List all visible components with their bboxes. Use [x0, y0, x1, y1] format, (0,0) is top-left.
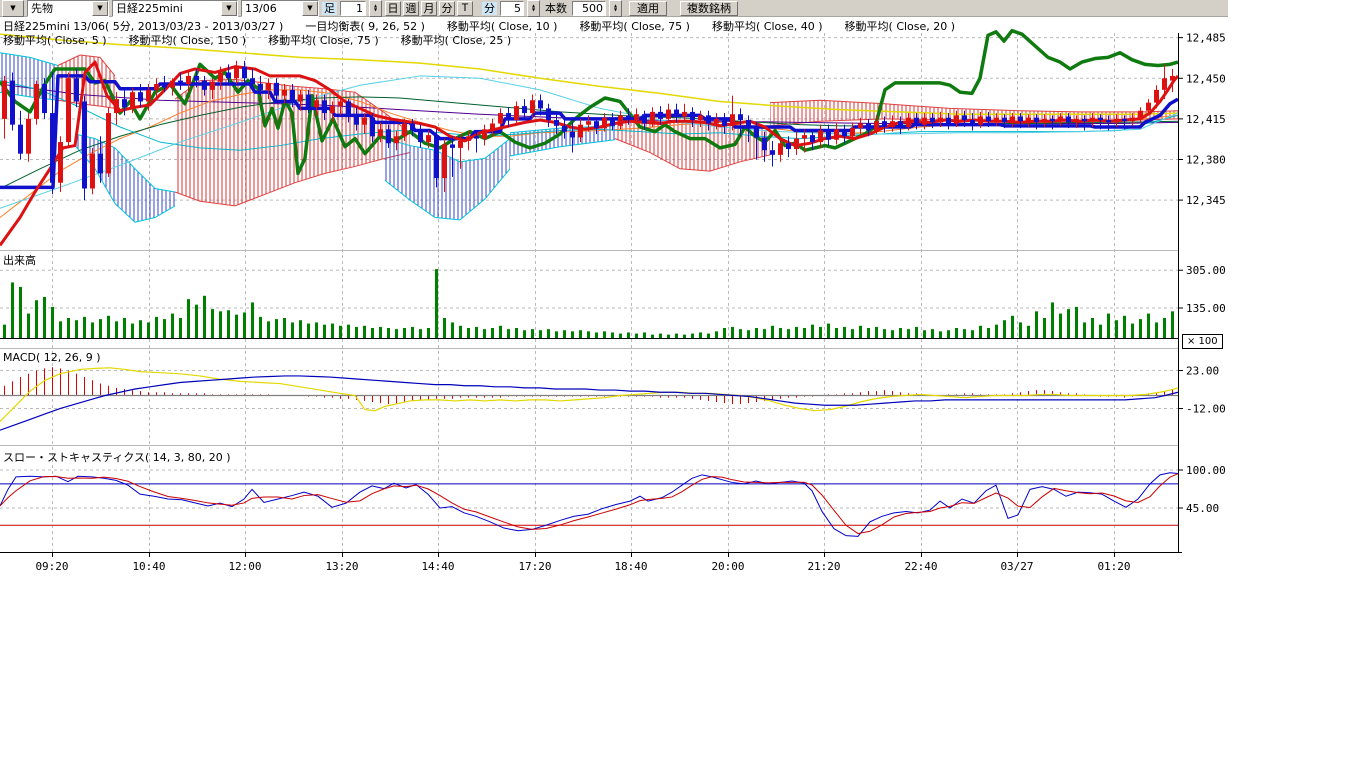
time-axis-label: 01:20 [1097, 560, 1130, 573]
legend-item2-0: 移動平均( Close, 5 ) [3, 32, 107, 48]
legend-item-3: 移動平均( Close, 75 ) [579, 18, 690, 34]
svg-text:-12.00: -12.00 [1186, 403, 1226, 416]
macd-line [0, 368, 1178, 422]
svg-text:100.00: 100.00 [1186, 464, 1226, 477]
svg-text:12,450: 12,450 [1186, 72, 1226, 85]
multi-symbol-button[interactable]: 複数銘柄 [680, 1, 738, 16]
time-axis-label: 14:40 [421, 560, 454, 573]
time-axis-label: 10:40 [132, 560, 165, 573]
period-button-分[interactable]: 分 [439, 1, 455, 16]
svg-text:135.00: 135.00 [1186, 302, 1226, 315]
time-axis-label: 22:40 [904, 560, 937, 573]
spin-down-icon[interactable]: ▼ [532, 8, 535, 12]
minute-value: 5 [514, 2, 521, 15]
bar-interval-input[interactable]: 1 [340, 1, 366, 16]
period-button-月[interactable]: 月 [421, 1, 437, 16]
contract-select-value: 13/06 [242, 2, 280, 15]
apply-button[interactable]: 適用 [629, 1, 667, 16]
minute-label: 分 [482, 2, 497, 15]
spin-down-icon[interactable]: ▼ [374, 8, 377, 12]
bar-interval-value: 1 [356, 2, 363, 15]
time-axis-label: 18:40 [614, 560, 647, 573]
legend-item2-2: 移動平均( Close, 75 ) [268, 32, 379, 48]
stochastics-d-line [0, 474, 1178, 534]
dropdown-arrow-icon[interactable]: ▼ [221, 1, 237, 16]
market-select[interactable]: 先物 ▼ [27, 0, 109, 17]
stochastics-k-line [0, 473, 1178, 537]
svg-text:305.00: 305.00 [1186, 264, 1226, 277]
time-axis-label: 12:00 [228, 560, 261, 573]
svg-text:23.00: 23.00 [1186, 365, 1219, 378]
svg-text:45.00: 45.00 [1186, 502, 1219, 515]
time-axis-label: 21:20 [807, 560, 840, 573]
svg-text:12,415: 12,415 [1186, 113, 1226, 126]
period-button-週[interactable]: 週 [403, 1, 419, 16]
bar-interval-stepper[interactable]: ▲ ▼ [369, 0, 382, 17]
volume-panel-label: 出来高 [3, 252, 36, 268]
minute-input[interactable]: 5 [500, 1, 524, 16]
count-value: 500 [582, 2, 603, 15]
chart-application-window: 12,485 12,450 12,415 12,380 12,345 305.00 135.… [0, 0, 1366, 768]
market-select-value: 先物 [28, 0, 56, 16]
svg-text:12,345: 12,345 [1186, 194, 1226, 207]
dropdown-arrow-icon[interactable]: ▼ [92, 1, 108, 16]
volume-bars [3, 269, 1174, 338]
symbol-select[interactable]: 日経225mini ▼ [112, 0, 238, 17]
minute-stepper[interactable]: ▲ ▼ [527, 0, 540, 17]
period-button-日[interactable]: 日 [385, 1, 401, 16]
legend-item-4: 移動平均( Close, 40 ) [712, 18, 823, 34]
svg-text:12,485: 12,485 [1186, 32, 1226, 45]
stochastics-panel-label: スロー・ストキャスティクス( 14, 3, 80, 20 ) [3, 449, 231, 465]
toolbar: ▼ 先物 ▼ 日経225mini ▼ 13/06 ▼ 足 1 ▲ ▼ 日週月分T… [0, 0, 1228, 17]
macd-panel-label: MACD( 12, 26, 9 ) [3, 351, 101, 364]
legend-row-2: 移動平均( Close, 5 ) 移動平均( Close, 150 ) 移動平均( … [3, 32, 511, 48]
symbol-select-value: 日経225mini [113, 0, 186, 16]
period-button-T[interactable]: T [457, 1, 473, 16]
time-axis-label: 09:20 [35, 560, 68, 573]
toolbar-collapse-button[interactable]: ▼ [2, 0, 24, 17]
contract-select[interactable]: 13/06 ▼ [241, 0, 319, 17]
volume-multiplier-badge: × 100 [1182, 334, 1223, 349]
count-stepper[interactable]: ▲ ▼ [609, 0, 622, 17]
time-axis-label: 17:20 [518, 560, 551, 573]
dropdown-arrow-icon[interactable]: ▼ [302, 1, 318, 16]
count-input[interactable]: 500 [572, 1, 606, 16]
macd-signal-line [0, 376, 1178, 430]
legend-item-5: 移動平均( Close, 20 ) [845, 18, 956, 34]
period-button-group: 日週月分T [385, 1, 473, 16]
legend-item2-3: 移動平均( Close, 25 ) [401, 32, 512, 48]
time-axis-label: 20:00 [711, 560, 744, 573]
svg-text:12,380: 12,380 [1186, 153, 1226, 166]
legend-item2-1: 移動平均( Close, 150 ) [129, 32, 247, 48]
chevron-down-icon: ▼ [10, 4, 15, 12]
time-axis-label: 13:20 [325, 560, 358, 573]
spin-down-icon[interactable]: ▼ [614, 8, 617, 12]
price-chart-canvas[interactable]: 12,485 12,450 12,415 12,380 12,345 305.00 135.… [0, 0, 1366, 768]
bar-type-label: 足 [322, 2, 337, 15]
time-axis-label: 03/27 [1000, 560, 1033, 573]
count-label: 本数 [543, 0, 569, 16]
